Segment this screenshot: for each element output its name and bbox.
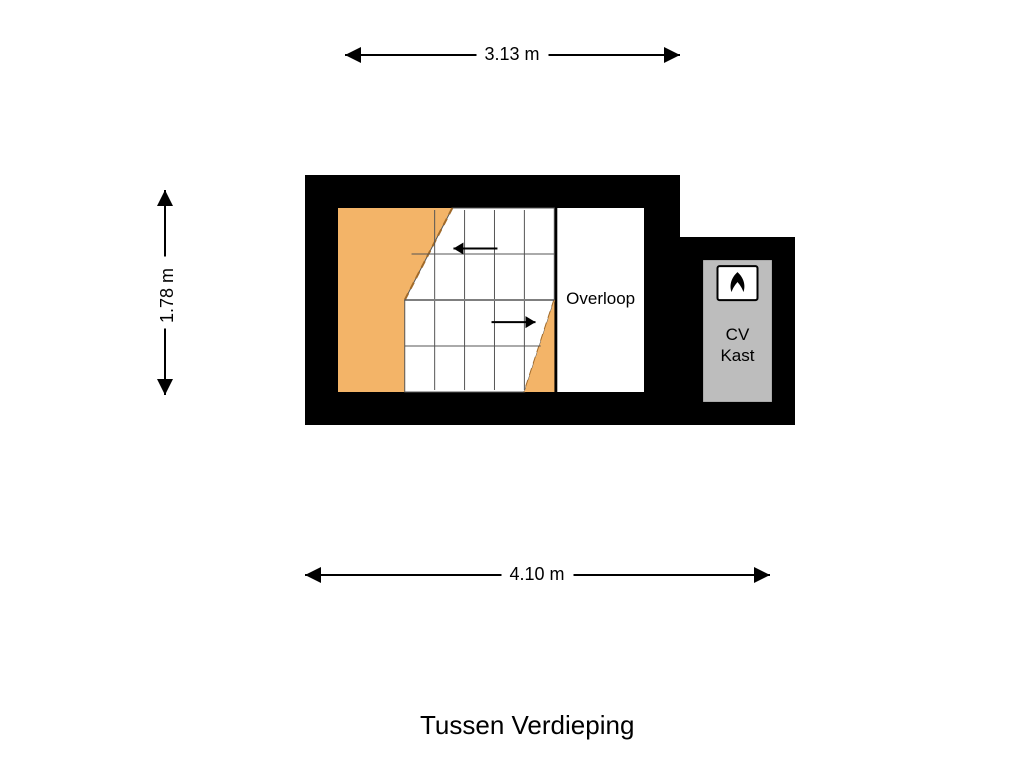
floorplan-canvas: 3.13 m 1.78 m 4.10 m Overloop CV Kast Tu… <box>0 0 1024 768</box>
plan-title: Tussen Verdieping <box>420 710 634 741</box>
cv-kast-label: CV Kast <box>703 324 772 367</box>
floorplan <box>0 0 1024 768</box>
overloop-label: Overloop <box>556 288 645 309</box>
cv-label-line2: Kast <box>720 346 754 365</box>
cv-label-line1: CV <box>726 325 750 344</box>
